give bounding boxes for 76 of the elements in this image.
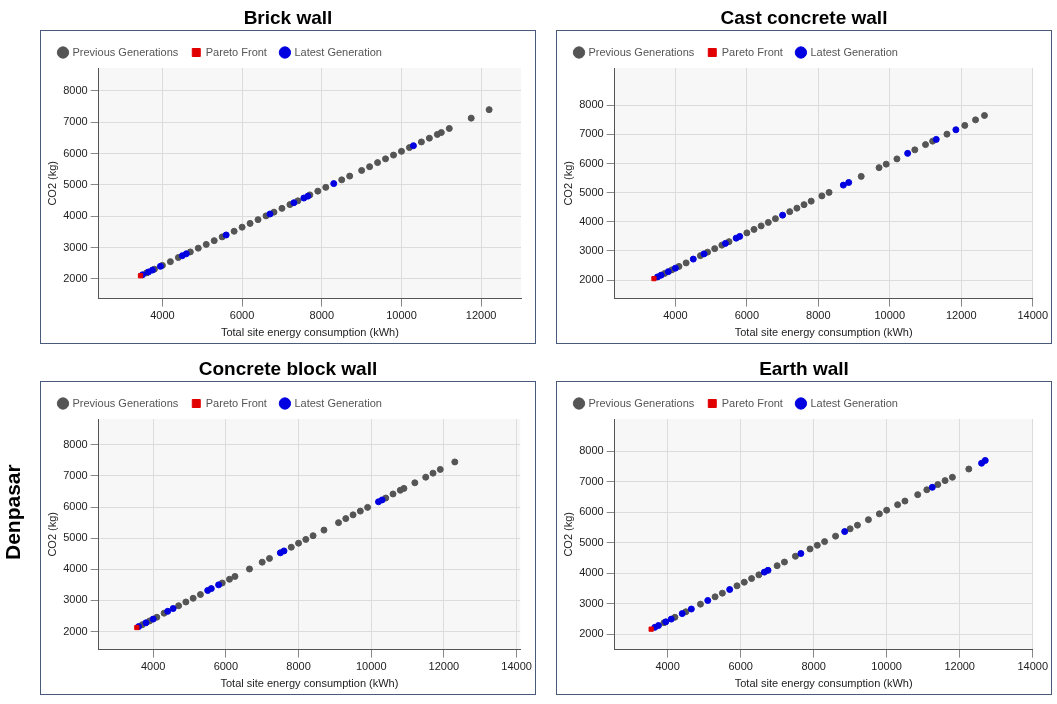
y-tick-label: 3000 [63, 240, 88, 253]
x-tick-label: 14000 [1017, 309, 1048, 322]
legend-label: Latest Generation [810, 45, 898, 58]
y-tick-label: 7000 [63, 115, 88, 128]
text: Denpasar [1, 464, 25, 560]
y-tick-label: 2000 [63, 271, 88, 284]
x-tick-label: 14000 [501, 660, 532, 673]
y-tick-label: 4000 [63, 209, 88, 222]
legend-label: Previous Generations [588, 45, 695, 58]
x-tick-label: 6000 [213, 660, 239, 673]
y-tick-label: 4000 [63, 562, 88, 575]
y-tick-label: 8000 [63, 83, 88, 96]
x-tick-label: 10000 [874, 309, 906, 322]
x-tick-label: 12000 [944, 660, 975, 673]
x-axis-title: Total site energy consumption (kWh) [220, 326, 399, 339]
x-tick-label: 10000 [355, 660, 387, 673]
x-tick-label: 14000 [1017, 660, 1048, 673]
y-tick-label: 6000 [63, 146, 88, 159]
y-axis-title: CO2 (kg) [561, 511, 574, 557]
x-tick-label: 12000 [465, 309, 497, 322]
y-tick-label: 8000 [579, 98, 604, 111]
x-tick-label: 10000 [386, 309, 417, 322]
y-tick-label: 6000 [579, 505, 604, 518]
x-tick-label: 8000 [801, 660, 826, 673]
x-tick-label: 12000 [945, 309, 977, 322]
legend-label: Pareto Front [205, 45, 267, 58]
legend-label: Previous Generations [72, 396, 179, 409]
y-tick-label: 5000 [579, 185, 604, 198]
chart-title: Brick wall [242, 6, 334, 30]
x-tick-label: 4000 [150, 309, 175, 322]
y-tick-label: 7000 [579, 127, 604, 140]
legend-label: Previous Generations [72, 45, 179, 58]
chart-title: Earth wall [758, 357, 850, 381]
x-tick-label: 8000 [806, 309, 831, 322]
legend-label: Latest Generation [294, 396, 382, 409]
x-tick-label: 4000 [140, 660, 166, 673]
y-tick-label: 5000 [579, 535, 604, 548]
x-tick-label: 8000 [309, 309, 335, 322]
x-axis-title: Total site energy consumption (kWh) [734, 326, 913, 339]
y-tick-label: 5000 [63, 531, 88, 544]
x-tick-label: 4000 [663, 309, 688, 322]
y-tick-label: 8000 [579, 444, 604, 457]
chart-title: Cast concrete wall [719, 6, 889, 30]
x-tick-label: 8000 [286, 660, 311, 673]
chart-title: Concrete block wall [197, 357, 379, 381]
y-tick-label: 3000 [63, 593, 88, 606]
legend-label: Previous Generations [588, 396, 695, 409]
y-tick-label: 7000 [579, 474, 604, 487]
y-tick-label: 3000 [579, 596, 604, 609]
x-tick-label: 12000 [428, 660, 460, 673]
y-tick-label: 4000 [579, 214, 604, 227]
legend-label: Latest Generation [294, 45, 382, 58]
y-tick-label: 2000 [579, 273, 604, 286]
y-tick-label: 4000 [579, 566, 604, 579]
x-axis-title: Total site energy consumption (kWh) [220, 677, 399, 690]
legend-label: Pareto Front [205, 396, 267, 409]
x-tick-label: 10000 [871, 660, 902, 673]
y-tick-label: 3000 [579, 244, 604, 256]
y-tick-label: 6000 [579, 156, 604, 169]
y-axis-title: CO2 (kg) [45, 511, 58, 557]
legend-label: Latest Generation [810, 396, 898, 409]
y-tick-label: 2000 [63, 624, 88, 637]
x-tick-label: 4000 [655, 660, 680, 673]
legend-label: Pareto Front [721, 396, 783, 409]
y-tick-label: 8000 [63, 437, 88, 450]
y-tick-label: 6000 [63, 500, 88, 513]
x-tick-label: 6000 [734, 309, 760, 322]
y-axis-title: CO2 (kg) [561, 160, 574, 206]
x-axis-title: Total site energy consumption (kWh) [734, 677, 913, 690]
y-axis-title: CO2 (kg) [45, 160, 58, 206]
legend-label: Pareto Front [721, 45, 783, 58]
y-tick-label: 7000 [63, 468, 88, 481]
y-tick-label: 2000 [579, 627, 604, 640]
y-tick-label: 5000 [63, 177, 88, 190]
x-tick-label: 6000 [229, 309, 255, 322]
x-tick-label: 6000 [728, 660, 753, 673]
